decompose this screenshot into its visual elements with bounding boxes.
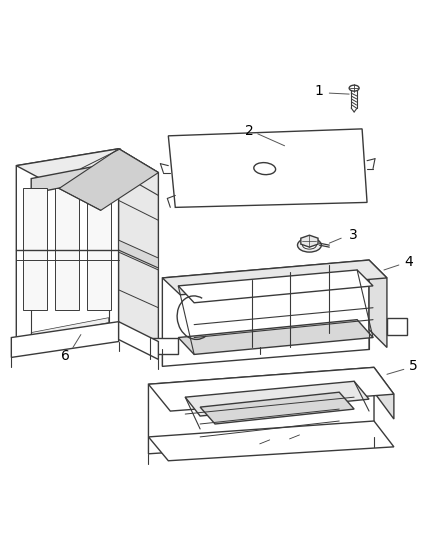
Polygon shape xyxy=(150,337,178,354)
Polygon shape xyxy=(148,421,394,461)
Polygon shape xyxy=(301,235,318,247)
Polygon shape xyxy=(148,367,394,411)
Polygon shape xyxy=(374,367,394,419)
Text: 3: 3 xyxy=(349,228,357,242)
Ellipse shape xyxy=(254,163,276,175)
Polygon shape xyxy=(168,129,367,207)
Polygon shape xyxy=(59,149,159,211)
Polygon shape xyxy=(119,321,159,359)
Polygon shape xyxy=(31,318,109,337)
Polygon shape xyxy=(178,320,373,354)
Polygon shape xyxy=(369,260,387,348)
Polygon shape xyxy=(387,318,407,335)
Text: 2: 2 xyxy=(245,124,254,138)
Polygon shape xyxy=(11,321,119,358)
Polygon shape xyxy=(185,381,369,416)
Polygon shape xyxy=(119,240,159,270)
Polygon shape xyxy=(55,189,79,310)
Polygon shape xyxy=(16,149,119,344)
Ellipse shape xyxy=(349,85,359,91)
Ellipse shape xyxy=(303,241,316,249)
Polygon shape xyxy=(23,189,47,310)
Ellipse shape xyxy=(297,238,321,252)
Text: 1: 1 xyxy=(315,84,324,98)
Polygon shape xyxy=(31,164,109,193)
Polygon shape xyxy=(16,149,159,189)
Polygon shape xyxy=(162,260,387,295)
Polygon shape xyxy=(119,149,159,350)
Text: 6: 6 xyxy=(60,350,69,364)
Polygon shape xyxy=(162,260,369,366)
Text: 5: 5 xyxy=(410,359,418,373)
Polygon shape xyxy=(178,270,373,303)
Polygon shape xyxy=(148,367,374,454)
Text: 4: 4 xyxy=(404,255,413,269)
Polygon shape xyxy=(200,392,354,424)
Polygon shape xyxy=(87,189,111,310)
